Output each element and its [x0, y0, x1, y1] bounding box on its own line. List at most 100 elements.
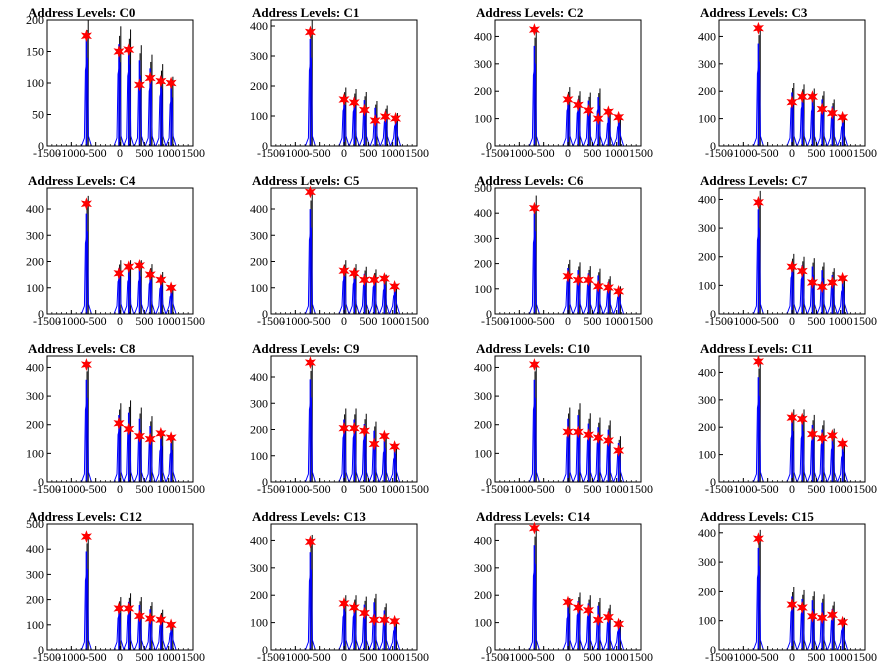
peak-marker	[826, 608, 838, 622]
x-tick-label: 1500	[405, 650, 429, 664]
peak-marker	[816, 280, 828, 294]
peak-marker	[144, 268, 156, 282]
x-tick-label: 1500	[405, 314, 429, 328]
x-tick-label: -1500	[33, 650, 61, 664]
peak-marker	[837, 110, 849, 124]
panel-title: Address Levels: C2	[476, 5, 583, 20]
histogram-bar-shoulder	[155, 284, 167, 315]
x-tick-label: -1500	[705, 314, 733, 328]
histogram-bar-shoulder	[837, 451, 849, 483]
y-tick-label: 300	[250, 228, 268, 242]
peak-marker	[304, 185, 316, 199]
peak-marker	[806, 609, 818, 623]
peak-marker	[113, 602, 125, 615]
x-tick-label: 1500	[181, 482, 205, 496]
histogram-bar-shoulder	[144, 278, 156, 315]
histogram-bar-shoulder	[123, 64, 135, 147]
y-tick-label: 300	[698, 57, 716, 71]
x-tick-label: 500	[135, 146, 153, 160]
chart-panel: Address Levels: C3-1500-1000 -500 0 500 1000…	[698, 5, 877, 160]
peak-marker	[358, 606, 370, 620]
histogram-bar-shoulder	[358, 434, 370, 483]
x-tick-label: -500	[533, 650, 555, 664]
histogram-bar-shoulder	[786, 431, 798, 483]
y-tick-label: 0	[710, 139, 716, 153]
x-tick-label: -1500	[257, 314, 285, 328]
histogram-bar-shoulder	[562, 613, 574, 651]
peak-marker	[144, 612, 156, 625]
peak-marker	[348, 601, 360, 614]
y-tick-label: 400	[698, 29, 716, 43]
x-tick-label: 1000	[157, 650, 181, 664]
x-tick-label: -500	[85, 314, 107, 328]
x-tick-label: 0	[789, 146, 795, 160]
peak-marker	[389, 614, 401, 628]
histogram-bar-shoulder	[389, 291, 401, 315]
x-tick-label: 500	[807, 650, 825, 664]
peak-marker	[592, 112, 604, 126]
peak-marker	[796, 264, 808, 278]
peak-marker	[155, 426, 167, 440]
panel-title: Address Levels: C10	[476, 341, 590, 356]
chart-panel: Address Levels: C6-1500-1000 -500 0 500 1000…	[474, 173, 653, 328]
y-tick-label: 100	[474, 446, 492, 460]
x-tick-label: 500	[583, 650, 601, 664]
x-tick-label: -1500	[33, 314, 61, 328]
y-tick-label: 400	[250, 370, 268, 384]
x-tick-label: 1000	[157, 314, 181, 328]
peak-marker	[613, 617, 625, 631]
chart-panel: Address Levels: C15 -1500-1000 -500 0 500 100…	[698, 509, 877, 664]
y-tick-label: 300	[26, 567, 44, 581]
x-tick-label: 500	[135, 482, 153, 496]
histogram-bar-shoulder	[837, 625, 849, 651]
histogram-bar-shoulder	[113, 612, 125, 651]
x-tick-label: -500	[533, 314, 555, 328]
panel-title: Address Levels: C8	[28, 341, 136, 356]
y-tick-label: 300	[474, 389, 492, 403]
peak-marker	[592, 279, 604, 293]
y-tick-label: 400	[26, 542, 44, 556]
y-tick-label: 500	[474, 181, 492, 195]
peak-marker	[582, 103, 594, 117]
y-tick-label: 400	[250, 533, 268, 547]
y-tick-label: 100	[250, 109, 268, 123]
histogram-bar-shoulder	[592, 105, 604, 147]
y-tick-label: 100	[26, 281, 44, 295]
y-tick-label: 200	[250, 79, 268, 93]
y-tick-label: 400	[474, 29, 492, 43]
y-tick-label: 200	[474, 418, 492, 432]
peak-marker	[528, 23, 540, 36]
peak-marker	[304, 535, 316, 549]
x-tick-label: -1500	[481, 482, 509, 496]
x-tick-label: 0	[341, 146, 347, 160]
peak-marker	[613, 284, 625, 298]
histogram-bar-shoulder	[304, 227, 316, 315]
x-tick-label: 0	[341, 314, 347, 328]
x-tick-label: -1000	[729, 146, 757, 160]
peak-marker	[786, 598, 798, 611]
peak-marker	[133, 259, 146, 272]
x-tick-label: 1000	[381, 314, 405, 328]
x-tick-label: 0	[789, 314, 795, 328]
histogram-bar-shoulder	[304, 57, 316, 147]
x-tick-label: 1000	[381, 482, 405, 496]
histogram-bar-shoulder	[144, 81, 156, 147]
histogram-bar-shoulder	[389, 626, 401, 651]
x-tick-label: 500	[135, 650, 153, 664]
peak-marker	[390, 111, 402, 125]
panel-title: Address Levels: C1	[252, 5, 359, 20]
peak-marker	[155, 613, 167, 627]
x-tick-label: -1000	[505, 482, 533, 496]
x-tick-label: -500	[85, 146, 107, 160]
histogram-bar-shoulder	[389, 453, 401, 483]
x-tick-label: 0	[565, 650, 571, 664]
x-tick-label: -500	[757, 146, 779, 160]
y-tick-label: 100	[698, 112, 716, 126]
x-tick-label: -1000	[57, 146, 85, 160]
peak-marker	[572, 425, 584, 439]
y-tick-label: 300	[250, 561, 268, 575]
peak-marker	[796, 90, 808, 104]
x-tick-label: 1500	[405, 482, 429, 496]
x-tick-label: 1500	[853, 314, 877, 328]
peak-marker	[123, 602, 135, 615]
